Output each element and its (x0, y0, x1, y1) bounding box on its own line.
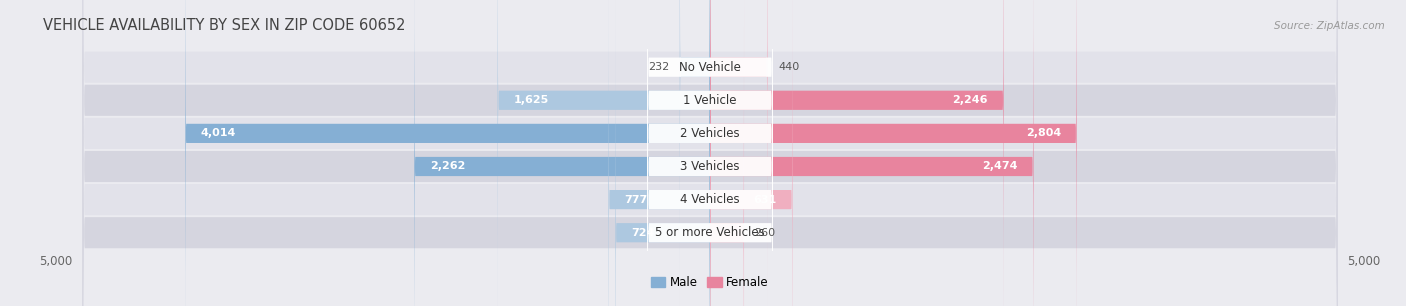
Text: 2 Vehicles: 2 Vehicles (681, 127, 740, 140)
FancyBboxPatch shape (609, 0, 710, 306)
Text: No Vehicle: No Vehicle (679, 61, 741, 74)
FancyBboxPatch shape (83, 0, 1337, 306)
Text: 4 Vehicles: 4 Vehicles (681, 193, 740, 206)
FancyBboxPatch shape (647, 0, 773, 306)
Text: 1,625: 1,625 (513, 95, 548, 105)
FancyBboxPatch shape (647, 0, 773, 306)
Text: 4,014: 4,014 (201, 129, 236, 138)
FancyBboxPatch shape (83, 0, 1337, 306)
FancyBboxPatch shape (415, 0, 710, 306)
Text: 3 Vehicles: 3 Vehicles (681, 160, 740, 173)
FancyBboxPatch shape (186, 0, 710, 306)
Text: 2,804: 2,804 (1026, 129, 1062, 138)
FancyBboxPatch shape (647, 0, 773, 306)
FancyBboxPatch shape (498, 0, 710, 306)
Text: 777: 777 (624, 195, 647, 205)
FancyBboxPatch shape (616, 0, 710, 306)
Text: 5 or more Vehicles: 5 or more Vehicles (655, 226, 765, 239)
Legend: Male, Female: Male, Female (651, 276, 769, 289)
FancyBboxPatch shape (647, 0, 773, 306)
Text: VEHICLE AVAILABILITY BY SEX IN ZIP CODE 60652: VEHICLE AVAILABILITY BY SEX IN ZIP CODE … (44, 18, 406, 33)
Text: Source: ZipAtlas.com: Source: ZipAtlas.com (1274, 21, 1385, 32)
FancyBboxPatch shape (83, 0, 1337, 306)
Text: 232: 232 (648, 62, 669, 72)
FancyBboxPatch shape (710, 0, 1004, 306)
Text: 631: 631 (754, 195, 778, 205)
FancyBboxPatch shape (83, 0, 1337, 306)
Text: 2,262: 2,262 (430, 162, 465, 171)
Text: 2,246: 2,246 (952, 95, 988, 105)
FancyBboxPatch shape (647, 0, 773, 306)
Text: 2,474: 2,474 (983, 162, 1018, 171)
Text: 260: 260 (755, 228, 776, 238)
FancyBboxPatch shape (710, 0, 1077, 306)
FancyBboxPatch shape (710, 0, 744, 306)
FancyBboxPatch shape (710, 0, 793, 306)
FancyBboxPatch shape (83, 0, 1337, 306)
FancyBboxPatch shape (710, 0, 768, 306)
Text: 1 Vehicle: 1 Vehicle (683, 94, 737, 107)
FancyBboxPatch shape (679, 0, 710, 306)
Text: 724: 724 (631, 228, 654, 238)
FancyBboxPatch shape (647, 0, 773, 306)
FancyBboxPatch shape (83, 0, 1337, 306)
Text: 440: 440 (778, 62, 799, 72)
FancyBboxPatch shape (710, 0, 1033, 306)
